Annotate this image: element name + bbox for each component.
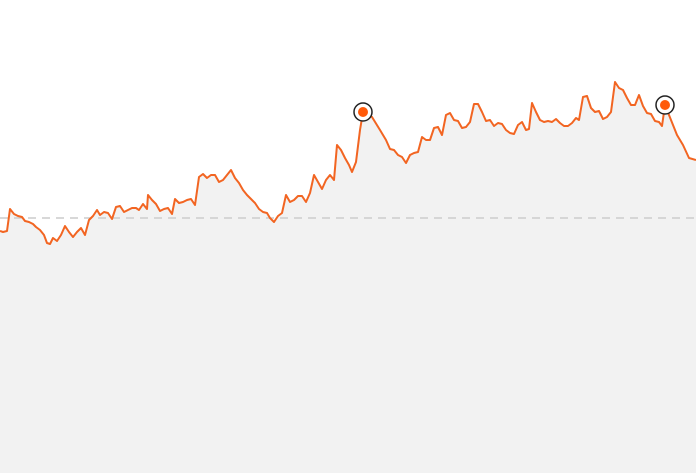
series-line [0, 81, 696, 245]
area-fill [0, 82, 696, 473]
highlight-marker-dot [358, 107, 368, 117]
highlight-marker-dot [660, 100, 670, 110]
highlight-markers [353, 95, 675, 122]
